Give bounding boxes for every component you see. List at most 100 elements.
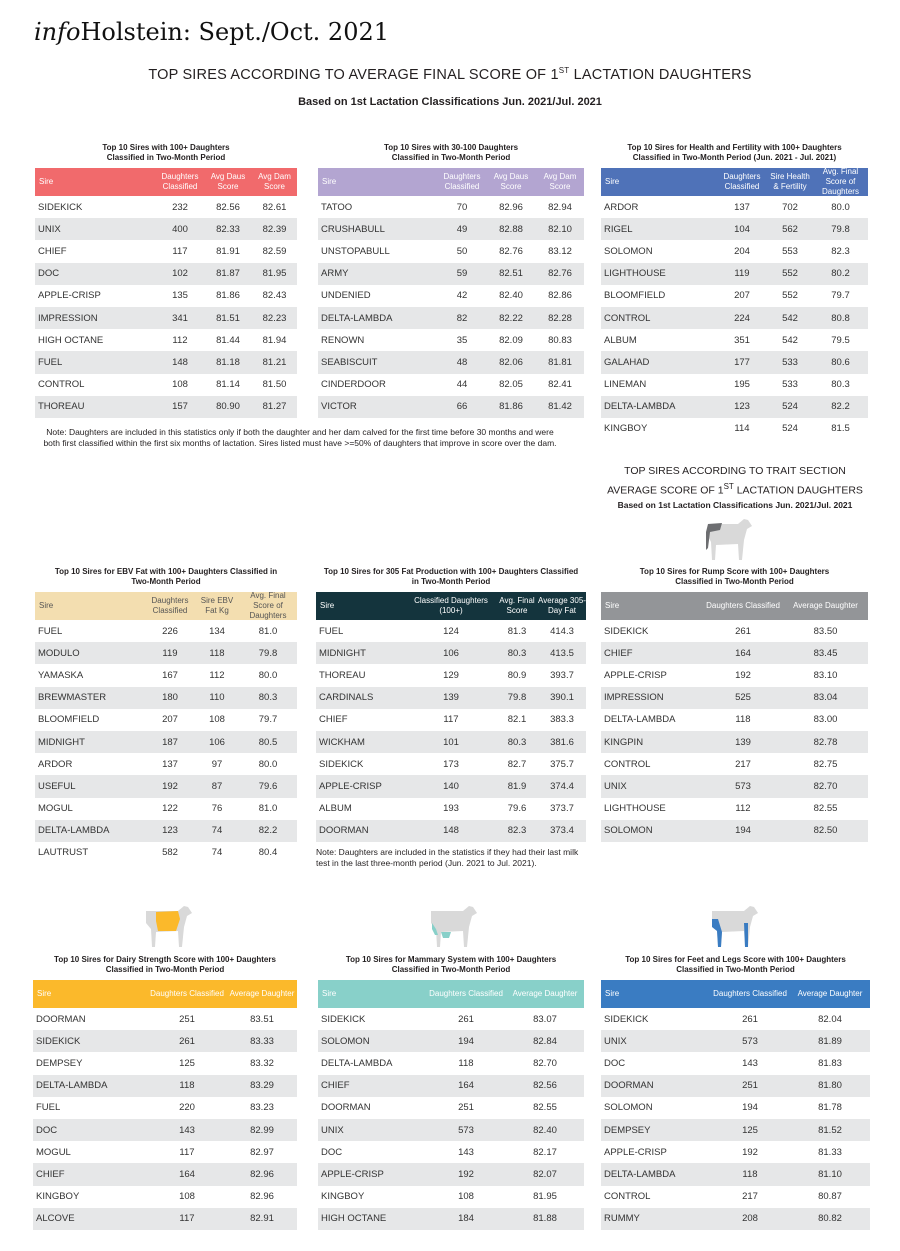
table-cell: 117 <box>443 714 459 726</box>
table-cell: 261 <box>742 1013 758 1025</box>
sire-name: UNIX <box>604 780 627 792</box>
table-cell: 112 <box>172 334 188 346</box>
trait-heading: TOP SIRES ACCORDING TO TRAIT SECTION AVE… <box>590 464 880 499</box>
table-cell: 139 <box>443 692 459 704</box>
table-row: DOORMAN 251 83.51 <box>33 1008 297 1030</box>
table-title: Top 10 Sires with 100+ Daughters Classifi… <box>35 143 297 165</box>
table-cell: 81.18 <box>216 356 240 368</box>
column-header: Avg Dam Score <box>258 172 291 191</box>
column-header: Sire <box>39 177 54 186</box>
table-row: DOC 143 81.83 <box>601 1052 870 1074</box>
table-cell: 82.70 <box>533 1057 557 1069</box>
table-title-line: Top 10 Sires for Dairy Strength Score wi… <box>54 955 276 964</box>
table-cell: 192 <box>742 1146 758 1158</box>
table-cell: 573 <box>458 1124 474 1136</box>
table-title-line: Top 10 Sires with 30-100 Daughters <box>383 143 519 152</box>
table-cell: 81.52 <box>818 1124 842 1136</box>
table-title: Top 10 Sires for Feet and Legs Score wit… <box>601 955 870 977</box>
sire-name: DELTA-LAMBDA <box>36 1080 108 1092</box>
table-row: ALBUM 193 79.6 373.7 <box>316 798 586 820</box>
table-cell: 97 <box>211 758 223 770</box>
table-cell: 112 <box>735 803 751 815</box>
table-title-line: Top 10 Sires for 305 Fat Production with… <box>323 567 579 576</box>
table-cell: 82.33 <box>216 223 240 235</box>
table-header-row: Sire Daughters Classified Average Daughter <box>601 980 870 1008</box>
table-title-line: Classified in Two-Month Period <box>391 153 511 162</box>
table-cell: 101 <box>443 736 459 748</box>
sire-name: YAMASKA <box>38 669 84 681</box>
sire-name: LIGHTHOUSE <box>604 268 666 280</box>
column-header: Daughters Classified <box>723 172 761 191</box>
column-header: Avg. Final Score of Daughters <box>822 167 859 196</box>
sire-name: ARMY <box>321 268 349 280</box>
table-cell: 106 <box>443 647 459 659</box>
table-row: DEMPSEY 125 83.32 <box>33 1052 297 1074</box>
table-cell: 192 <box>735 669 751 681</box>
table-cell: 542 <box>782 334 798 346</box>
table-cell: 164 <box>179 1168 195 1180</box>
table-row: CHIEF 164 83.45 <box>601 642 868 665</box>
table-cell: 118 <box>458 1057 474 1069</box>
table-cell: 125 <box>742 1124 758 1136</box>
column-header: Sire <box>605 601 620 610</box>
table-row: DELTA-LAMBDA 123 524 82.2 <box>601 395 868 418</box>
table-cell: 81.14 <box>216 379 240 391</box>
table-cell: 82.04 <box>818 1013 842 1025</box>
table-cell: 167 <box>162 669 178 681</box>
table-cell: 59 <box>456 268 468 280</box>
table-cell: 194 <box>742 1102 758 1114</box>
table-cell: 143 <box>458 1146 474 1158</box>
table-cell: 81.94 <box>262 334 287 346</box>
sire-name: KINGBOY <box>321 1191 365 1203</box>
table-cell: 82.56 <box>533 1080 557 1092</box>
table-row: DELTA-LAMBDA 118 82.70 <box>318 1052 584 1074</box>
table-cell: 123 <box>734 401 750 413</box>
table-row: ALBUM 351 542 79.5 <box>601 329 868 351</box>
table-cell: 82.05 <box>499 379 523 391</box>
table-header-row: Sire Daughters Classified Sire Health & Fe… <box>601 167 868 196</box>
masthead-info: info <box>34 18 81 46</box>
table-cell: 83.45 <box>813 647 838 659</box>
table-cell: 82.51 <box>499 268 523 280</box>
table-cell: 82.3 <box>507 825 527 837</box>
table-tebv: Top 10 Sires for EBV Fat with 100+ Daugh… <box>35 567 297 864</box>
table-cell: 383.3 <box>550 714 574 726</box>
table-cell: 81.80 <box>818 1080 842 1092</box>
sire-name: CHIEF <box>319 714 348 726</box>
table-cell: 80.2 <box>831 268 850 280</box>
sire-name: DELTA-LAMBDA <box>604 714 676 726</box>
table-row: DOC 143 82.99 <box>33 1118 297 1142</box>
table-cell: 82.70 <box>813 780 838 792</box>
table-cell: 533 <box>782 356 798 368</box>
table-cell: 108 <box>172 379 188 391</box>
table-cell: 74 <box>211 825 223 837</box>
sire-name: UNIX <box>321 1124 344 1136</box>
table-title-line: Top 10 Sires for Feet and Legs Score wit… <box>625 955 846 964</box>
table-row: HIGH OCTANE 184 81.88 <box>318 1207 584 1230</box>
table-row: DELTA-LAMBDA 118 81.10 <box>601 1163 870 1186</box>
table-cell: 82.94 <box>548 201 572 213</box>
table-title-line: Top 10 Sires for Health and Fertility wi… <box>627 143 842 152</box>
table-cell: 82.23 <box>262 312 287 324</box>
sire-name: DOC <box>38 268 60 280</box>
cow-mammary-icon <box>431 906 477 947</box>
table-cell: 173 <box>443 758 459 770</box>
table-row: LAUTRUST 582 74 80.4 <box>35 842 297 864</box>
table-cell: 70 <box>456 201 468 213</box>
table-cell: 81.3 <box>507 625 527 637</box>
trait-heading-text: AVERAGE SCORE OF 1 <box>607 484 724 497</box>
table-cell: 375.7 <box>550 758 574 770</box>
table-cell: 164 <box>735 647 751 659</box>
table-cell: 82.86 <box>548 290 572 302</box>
column-header: Sire <box>322 989 337 998</box>
table-row: KINGBOY 108 82.96 <box>33 1186 297 1208</box>
table-cell: 80.3 <box>507 736 527 748</box>
sire-name: THOREAU <box>38 401 85 413</box>
table-cell: 83.51 <box>250 1013 274 1025</box>
sire-name: SIDEKICK <box>319 758 364 770</box>
table-row: DEMPSEY 125 81.52 <box>601 1118 870 1142</box>
table-cell: 83.12 <box>548 245 572 257</box>
sire-name: FUEL <box>38 356 63 368</box>
table-row: UNIX 573 81.89 <box>601 1030 870 1053</box>
table-row: SIDEKICK 173 82.7 375.7 <box>316 753 586 775</box>
